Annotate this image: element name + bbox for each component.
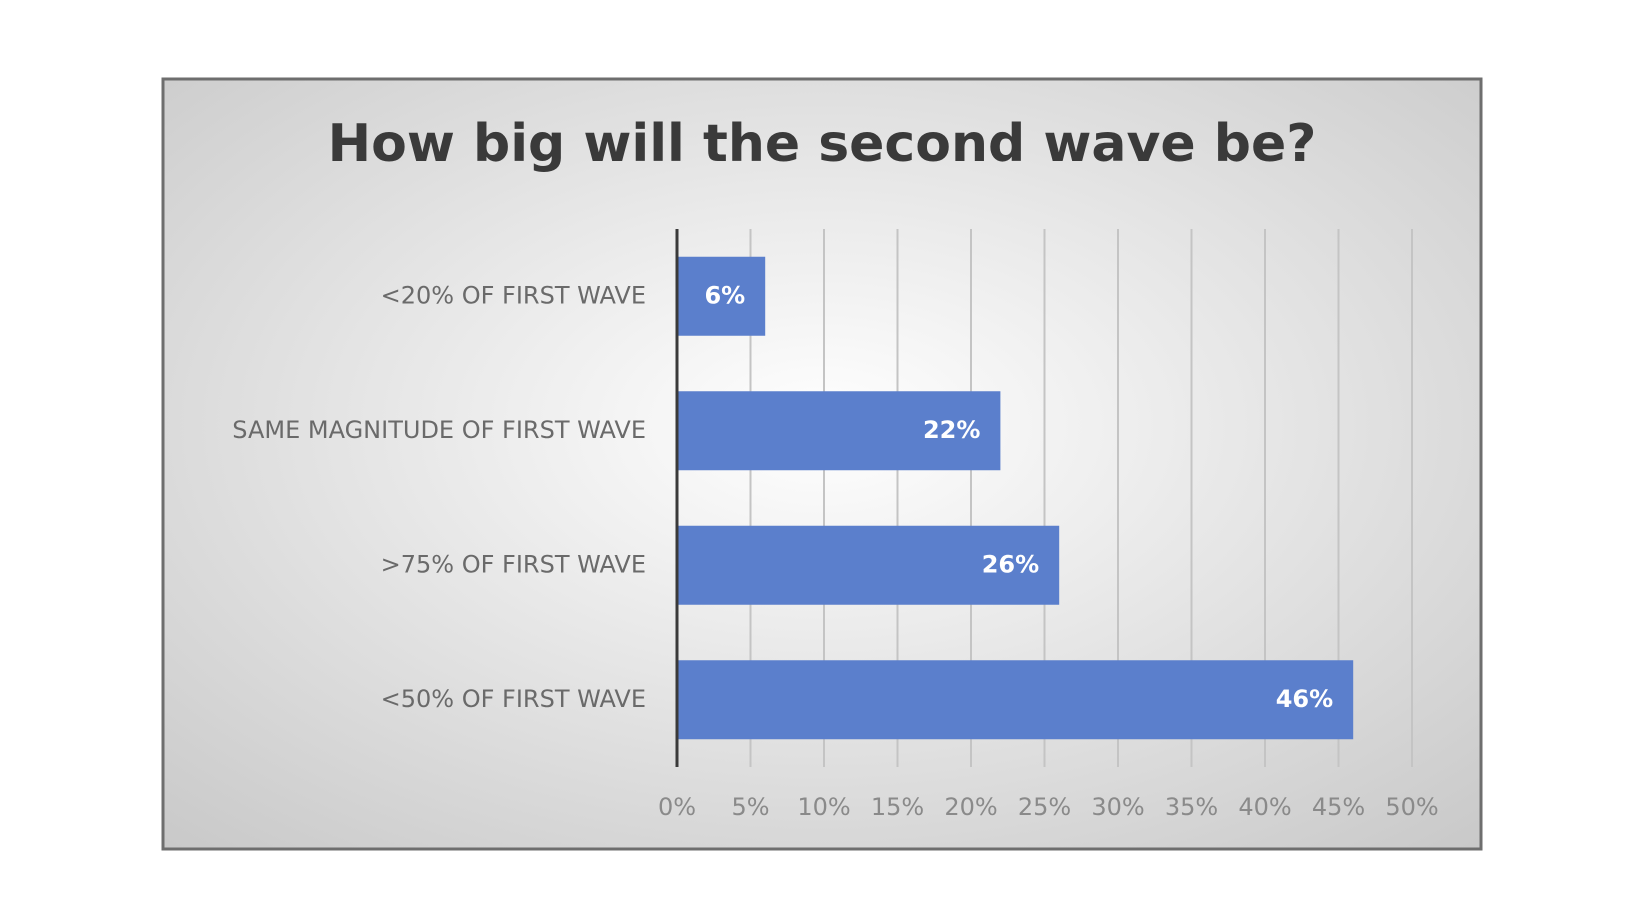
bar <box>677 256 766 336</box>
value-label: 6% <box>704 281 745 309</box>
x-tick-label: 15% <box>871 793 924 821</box>
y-tick-label: >75% OF FIRST WAVE <box>381 550 646 578</box>
bar <box>677 391 1001 471</box>
value-label: 26% <box>982 550 1039 578</box>
y-tick-label: SAME MAGNITUDE OF FIRST WAVE <box>232 416 646 444</box>
y-tick-label: <20% OF FIRST WAVE <box>381 281 646 309</box>
x-tick-label: 0% <box>658 793 696 821</box>
x-tick-label: 20% <box>944 793 997 821</box>
x-tick-label: 35% <box>1165 793 1218 821</box>
bar <box>677 525 1060 605</box>
chart-title: How big will the second wave be? <box>328 114 1317 174</box>
x-tick-label: 25% <box>1018 793 1071 821</box>
x-tick-label: 45% <box>1312 793 1365 821</box>
value-label: 22% <box>923 416 980 444</box>
value-label: 46% <box>1276 685 1333 713</box>
x-tick-label: 40% <box>1238 793 1291 821</box>
x-tick-label: 50% <box>1385 793 1438 821</box>
y-tick-label: <50% OF FIRST WAVE <box>381 685 646 713</box>
x-tick-label: 5% <box>731 793 769 821</box>
x-tick-label: 10% <box>797 793 850 821</box>
bar <box>677 660 1354 740</box>
x-tick-label: 30% <box>1091 793 1144 821</box>
